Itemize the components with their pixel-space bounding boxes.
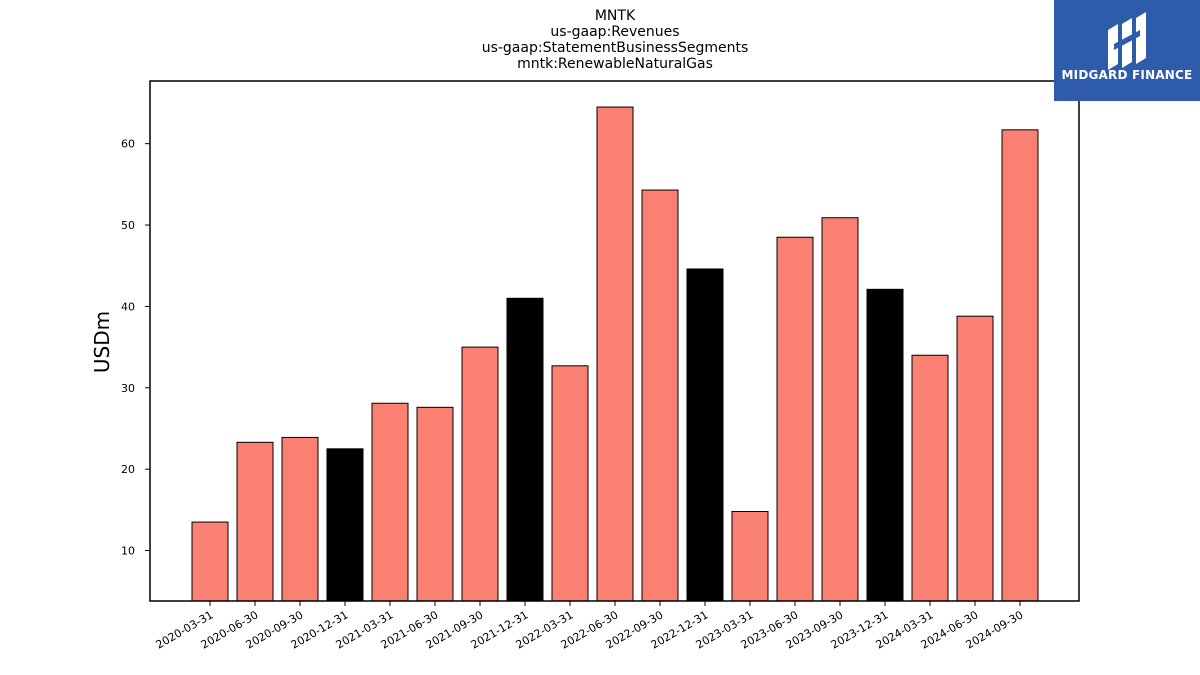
bar-2020-12-31 [326,448,364,602]
title-line-3: us-gaap:StatementBusinessSegments [482,40,749,56]
y-tick-label: 60 [121,138,135,151]
bar-2023-06-30 [776,236,814,602]
bar-2022-03-31 [551,365,589,602]
bar-2021-06-30 [416,406,454,602]
bar-2021-03-31 [371,402,409,602]
bar-2024-03-31 [911,354,949,602]
chart-title: MNTK us-gaap:Revenues us-gaap:StatementB… [482,8,749,72]
logo-text: MIDGARD FINANCE [1061,68,1193,82]
x-axis-ticks: 2020-03-312020-06-302020-09-302020-12-31… [154,601,1026,652]
y-tick-label: 40 [121,300,135,313]
title-line-4: mntk:RenewableNaturalGas [517,56,713,72]
plot-frame [149,80,1080,602]
y-tick-label: 20 [121,463,135,476]
brand-logo: MIDGARD FINANCE [1054,0,1200,101]
bar-2020-06-30 [236,441,274,602]
bar-2023-03-31 [731,510,769,602]
y-tick-label: 50 [121,219,135,232]
y-axis-label: USDm [90,311,114,373]
bar-2024-09-30 [1001,129,1039,602]
bar-2023-12-31 [866,288,904,602]
bar-2021-12-31 [506,297,544,602]
bar-2022-12-31 [686,268,724,602]
bar-2022-09-30 [641,189,679,602]
y-tick-label: 30 [121,382,135,395]
bar-2020-09-30 [281,436,319,602]
logo-mark-icon [1108,12,1146,70]
bar-2021-09-30 [461,346,499,602]
bar-2023-09-30 [821,217,859,602]
bar-2022-06-30 [596,106,634,602]
bar-2024-06-30 [956,315,994,602]
title-line-2: us-gaap:Revenues [550,24,679,40]
title-line-1: MNTK [595,8,636,24]
bar-2020-03-31 [191,521,229,602]
y-axis-ticks: 10 20 30 40 50 60 [121,138,150,558]
y-tick-label: 10 [121,545,135,558]
bars-group [191,106,1039,602]
